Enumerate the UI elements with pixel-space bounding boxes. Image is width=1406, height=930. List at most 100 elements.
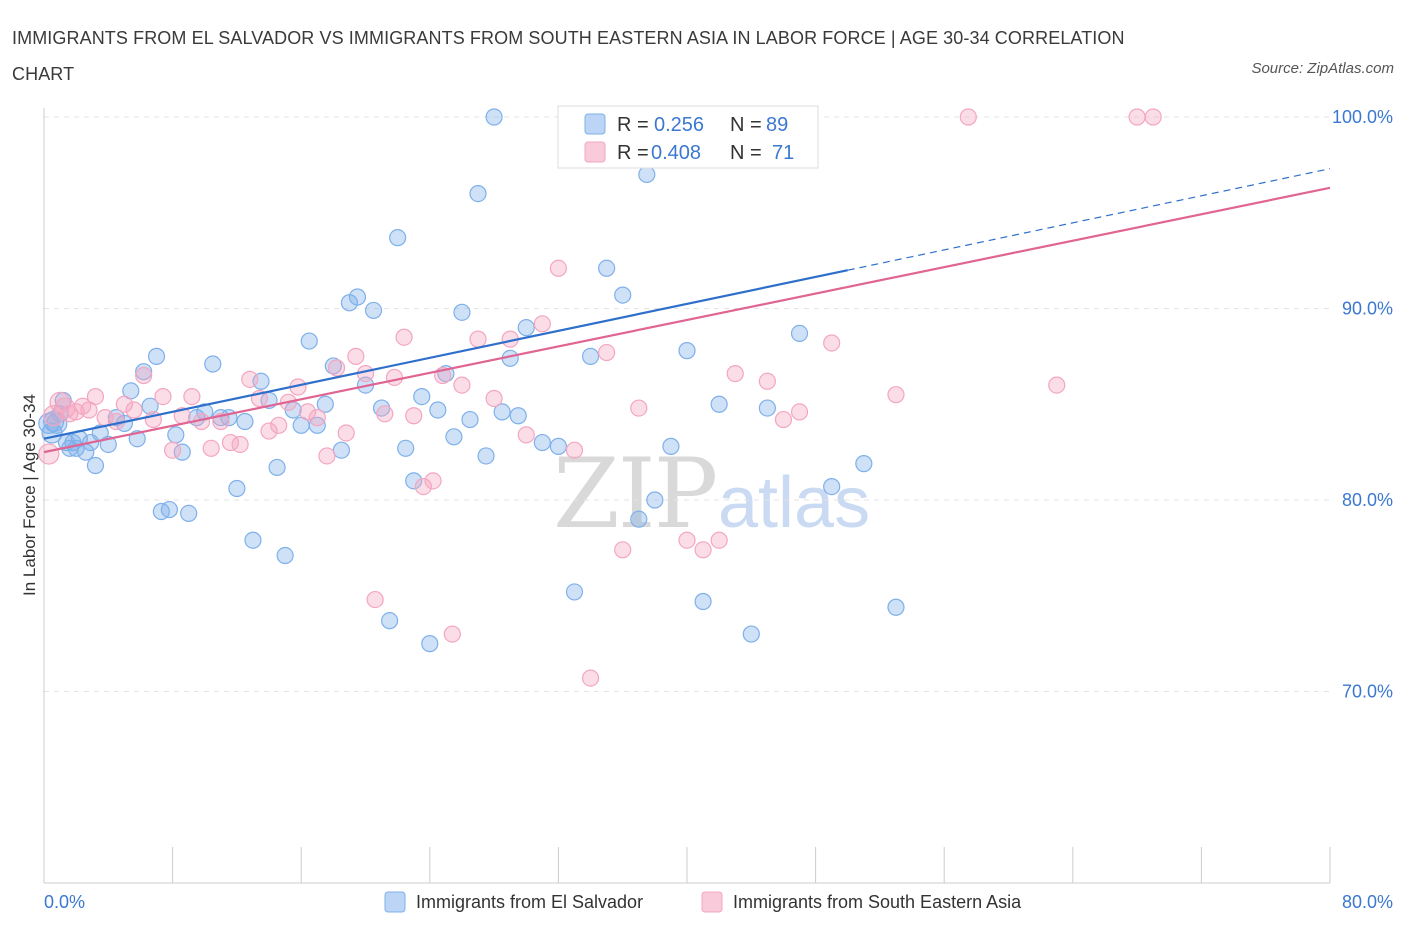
point-s2-35 — [337, 424, 355, 442]
point-s2-74 — [1128, 108, 1146, 126]
grid — [44, 116, 1330, 692]
point-s2-27 — [260, 422, 278, 440]
point-s2-17 — [164, 441, 182, 459]
point-s2-46 — [443, 625, 461, 643]
point-s2-42 — [405, 407, 423, 425]
point-s2-49 — [485, 389, 503, 408]
point-s2-69 — [790, 403, 809, 421]
point-s1-78 — [638, 165, 656, 184]
point-s2-41 — [395, 328, 413, 346]
y-tick-label-70: 70.0% — [1342, 682, 1393, 702]
point-s1-71 — [533, 433, 551, 452]
point-s1-87 — [823, 477, 841, 496]
point-s1-26 — [167, 426, 185, 444]
y-tick-label-80: 80.0% — [1342, 490, 1393, 510]
point-s1-73 — [565, 583, 584, 601]
point-s1-40 — [276, 546, 294, 565]
axes — [43, 108, 1331, 884]
point-s1-81 — [678, 342, 696, 360]
point-s1-63 — [461, 410, 479, 429]
point-s1-85 — [758, 399, 776, 417]
point-s1-21 — [135, 363, 153, 381]
point-s1-62 — [453, 303, 471, 321]
series-label-se-asia: Immigrants from South Eastern Asia — [733, 892, 1022, 912]
watermark: ZIP atlas — [553, 438, 870, 550]
point-s1-74 — [581, 347, 600, 365]
legend-swatch-el-salvador — [584, 113, 606, 135]
legend-r-label-2: R = — [617, 142, 649, 164]
point-s2-73 — [1048, 376, 1066, 394]
point-s1-66 — [485, 108, 503, 126]
series-swatch-el-salvador — [384, 891, 406, 913]
point-s1-76 — [614, 286, 632, 304]
point-s1-14 — [86, 456, 105, 475]
point-s2-53 — [549, 259, 568, 277]
point-s2-55 — [565, 441, 584, 459]
point-s2-12 — [115, 395, 133, 413]
point-s2-67 — [758, 372, 776, 390]
legend-n-value-1: 89 — [766, 114, 788, 136]
point-s1-53 — [381, 612, 399, 630]
point-s1-47 — [332, 441, 350, 459]
point-s2-19 — [183, 387, 201, 406]
trend-lines — [43, 168, 1331, 454]
point-s1-36 — [244, 531, 262, 549]
series-legend: Immigrants from El Salvador Immigrants f… — [384, 891, 1022, 913]
point-s1-77 — [630, 510, 648, 528]
point-s2-40 — [385, 368, 404, 387]
point-s1-43 — [300, 332, 318, 350]
point-s1-70 — [517, 319, 535, 337]
point-s1-22 — [141, 397, 159, 415]
point-s1-65 — [477, 447, 495, 465]
point-s2-36 — [347, 347, 365, 365]
point-s2-21 — [202, 439, 220, 457]
point-s2-68 — [774, 410, 793, 429]
point-s2-28 — [270, 416, 288, 434]
correlation-legend: R = 0.256 N = 89 R = 0.408 N = 71 — [557, 105, 819, 169]
point-s1-67 — [493, 403, 511, 421]
point-s1-61 — [445, 428, 463, 446]
point-s1-25 — [160, 500, 178, 519]
y-tick-labels: 70.0% 80.0% 90.0% 100.0% — [1332, 107, 1393, 702]
legend-r-value-2: 0.408 — [651, 142, 701, 164]
point-s2-2 — [43, 405, 65, 427]
x-tick-label-min: 0.0% — [44, 892, 85, 912]
point-s2-59 — [630, 399, 648, 417]
point-s1-57 — [413, 387, 431, 406]
point-s1-55 — [397, 439, 415, 457]
point-s2-64 — [710, 531, 728, 549]
point-s1-72 — [549, 437, 568, 455]
point-s2-31 — [299, 403, 317, 421]
point-s1-28 — [180, 504, 198, 523]
point-s1-58 — [421, 635, 439, 653]
point-s1-84 — [742, 625, 760, 643]
trend-extension-s1 — [847, 168, 1331, 271]
point-s2-58 — [614, 541, 632, 559]
point-s1-69 — [509, 407, 527, 425]
point-s2-24 — [231, 435, 249, 454]
legend-r-label-1: R = — [617, 114, 649, 136]
point-s1-59 — [429, 401, 447, 419]
point-s2-57 — [598, 343, 616, 362]
point-s1-75 — [598, 259, 616, 277]
legend-n-value-2: 71 — [772, 142, 794, 164]
watermark-zip: ZIP — [553, 438, 716, 550]
trend-line-s1 — [43, 269, 848, 440]
data-points — [38, 108, 1162, 687]
y-tick-label-90: 90.0% — [1342, 299, 1393, 319]
point-s2-70 — [823, 334, 841, 352]
point-s2-39 — [376, 405, 394, 423]
point-s1-45 — [316, 395, 334, 413]
point-s1-80 — [662, 437, 680, 455]
trend-line-s2 — [43, 186, 1331, 454]
point-s1-79 — [646, 491, 664, 509]
point-s2-43 — [414, 477, 432, 496]
point-s1-83 — [710, 395, 728, 413]
point-s2-33 — [318, 447, 336, 465]
point-s1-86 — [790, 324, 809, 342]
point-s2-44 — [424, 472, 442, 490]
point-s2-32 — [308, 409, 326, 427]
legend-r-value-1: 0.256 — [654, 114, 704, 136]
point-s1-34 — [228, 479, 246, 498]
point-s2-65 — [726, 365, 744, 383]
